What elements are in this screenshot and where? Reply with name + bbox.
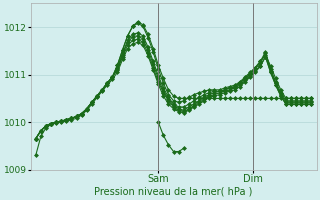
X-axis label: Pression niveau de la mer( hPa ): Pression niveau de la mer( hPa ): [94, 187, 253, 197]
